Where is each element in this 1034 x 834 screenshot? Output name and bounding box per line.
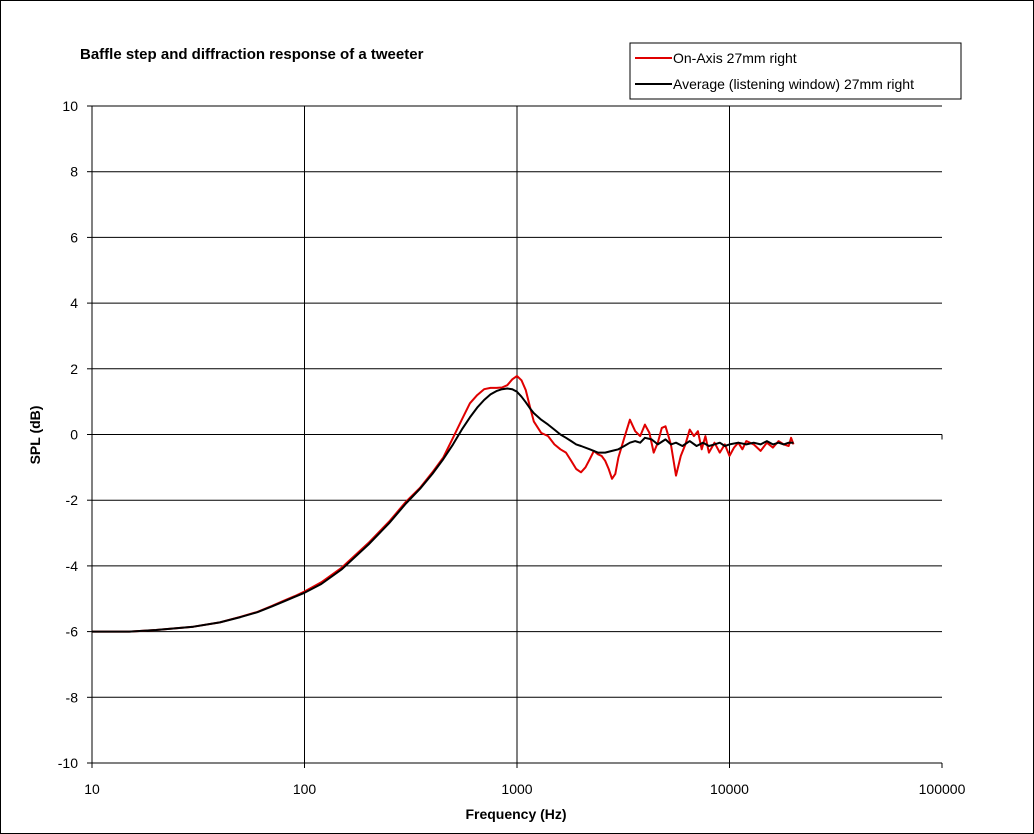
y-axis-label: SPL (dB) <box>27 406 43 465</box>
y-tick-label: -6 <box>66 624 79 640</box>
chart-title: Baffle step and diffraction response of … <box>80 46 424 63</box>
grid-layer <box>92 105 942 764</box>
axes-layer: -10 -8 -6 -4 -2 0 2 4 6 8 10 10 100 1000 10000 100000 <box>58 98 966 797</box>
x-tick-label: 100 <box>293 781 317 797</box>
series-line-average <box>92 387 794 633</box>
y-tick-label: 0 <box>70 427 78 443</box>
x-tick-label: 100000 <box>919 781 966 797</box>
legend-box <box>629 42 962 100</box>
x-tick-label: 10000 <box>710 781 749 797</box>
y-tick-label: 6 <box>70 229 78 245</box>
legend-label-average: Average (listening window) 27mm right <box>673 76 914 92</box>
y-tick-label: 10 <box>62 98 78 114</box>
y-tick-label: 2 <box>70 361 78 377</box>
y-tick-label: 8 <box>70 164 78 180</box>
x-tick-label: 10 <box>84 781 100 797</box>
series-line-on-axis <box>92 375 795 633</box>
y-tick-label: -10 <box>58 755 78 771</box>
y-tick-label: -8 <box>66 689 79 705</box>
series-layer <box>92 375 795 633</box>
y-tick-label: 4 <box>70 295 78 311</box>
legend-label-on-axis: On-Axis 27mm right <box>673 50 797 66</box>
legend: On-Axis 27mm right Average (listening wi… <box>629 42 962 100</box>
x-tick-label: 1000 <box>501 781 532 797</box>
y-tick-label: -4 <box>66 558 79 574</box>
x-axis-label: Frequency (Hz) <box>465 806 566 822</box>
labels-layer: Baffle step and diffraction response of … <box>27 46 567 822</box>
y-tick-label: -2 <box>66 492 79 508</box>
